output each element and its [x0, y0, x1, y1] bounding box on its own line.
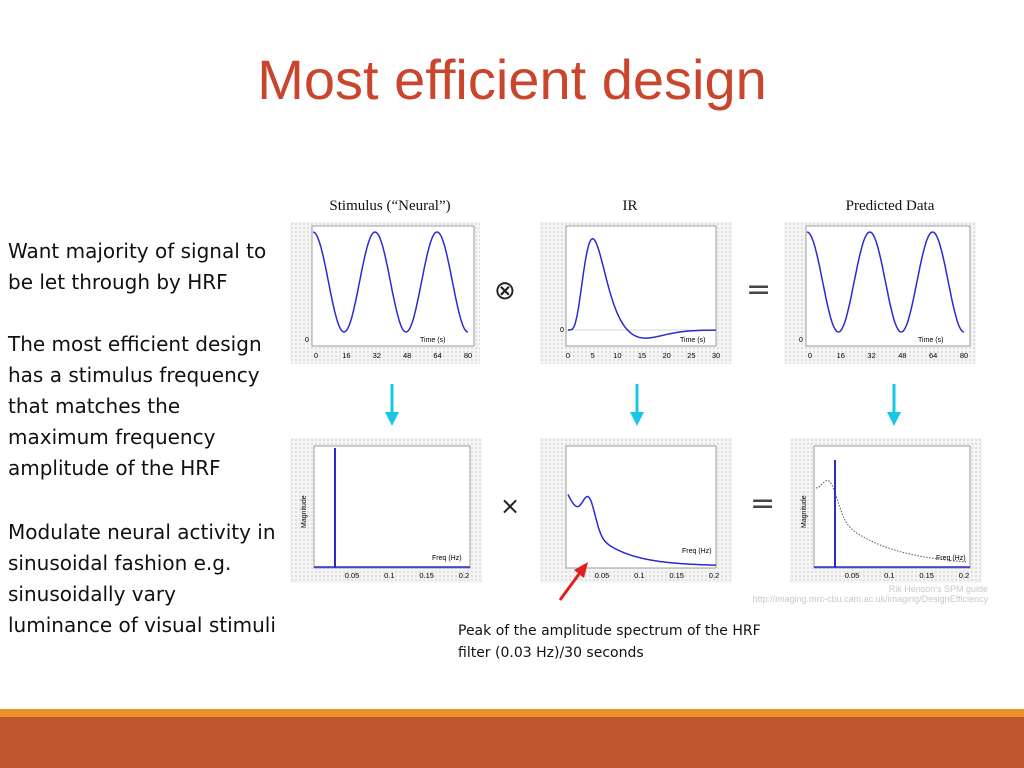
hrf-curve — [568, 238, 716, 339]
predicted-freq-plot: Magnitude Freq (Hz) 0.05 0.1 0.15 0.2 — [801, 445, 971, 580]
panel-hrf-freq: Freq (Hz) 0.05 0.1 0.15 0.2 — [540, 438, 732, 583]
panel-predicted-freq: Magnitude Freq (Hz) 0.05 0.1 0.15 0.2 — [790, 438, 982, 583]
tick-label: 0 — [566, 351, 570, 360]
panel-predicted-time: 0 Time (s) 0 16 32 48 64 80 — [784, 222, 976, 364]
tick-label: 0.15 — [419, 571, 434, 580]
tick-label: 0.05 — [345, 571, 360, 580]
hrf-freq-plot: Freq (Hz) 0.05 0.1 0.15 0.2 — [565, 445, 719, 580]
tick-label: 80 — [464, 351, 472, 360]
panel-stimulus-time: 0 Time (s) 0 16 32 48 64 80 — [290, 222, 480, 364]
footer-accent-bar — [0, 709, 1024, 717]
predicted-sine-curve — [806, 231, 965, 333]
freq-axis-label: Freq (Hz) — [682, 548, 712, 555]
equals-symbol-bottom: = — [750, 486, 776, 521]
tick-label: 30 — [712, 351, 720, 360]
zero-tick: 0 — [305, 337, 309, 344]
tick-label: 0.15 — [669, 571, 684, 580]
tick-label: 0.05 — [595, 571, 610, 580]
tick-label: 0.05 — [845, 571, 860, 580]
magnitude-axis-label: Magnitude — [301, 495, 308, 528]
magnitude-axis-label: Magnitude — [801, 495, 808, 528]
stimulus-sine-curve — [312, 231, 469, 333]
column-title-predicted: Predicted Data — [845, 198, 935, 214]
tick-label: 20 — [662, 351, 670, 360]
tick-label: 48 — [403, 351, 411, 360]
stimulus-freq-plot: Magnitude Freq (Hz) 0.05 0.1 0.15 0.2 — [301, 445, 471, 580]
panel-ir-time: 0 Time (s) 0 5 10 15 20 25 30 — [540, 222, 732, 364]
time-axis-label: Time (s) — [918, 337, 943, 344]
tick-label: 32 — [867, 351, 875, 360]
tick-label: 80 — [960, 351, 968, 360]
freq-axis-label: Freq (Hz) — [432, 555, 462, 562]
tick-label: 0.1 — [384, 571, 394, 580]
predicted-time-plot: 0 Time (s) 0 16 32 48 64 80 — [799, 225, 971, 360]
convolve-symbol: ⊗ — [494, 276, 516, 306]
column-title-stimulus: Stimulus (“Neural”) — [329, 198, 451, 214]
tick-label: 0.1 — [884, 571, 894, 580]
tick-label: 5 — [591, 351, 595, 360]
credit-link[interactable]: http://imaging.mrc-cbu.cam.ac.uk/imaging… — [752, 594, 988, 604]
footer-bar — [0, 717, 1024, 768]
freq-axis-label: Freq (Hz) — [936, 555, 966, 562]
time-axis-label: Time (s) — [680, 337, 705, 344]
panel-stimulus-freq: Magnitude Freq (Hz) 0.05 0.1 0.15 0.2 — [290, 438, 482, 583]
red-pointer-arrow-icon — [558, 562, 588, 601]
arrow-down-icon — [887, 384, 901, 426]
tick-label: 0.2 — [459, 571, 469, 580]
tick-label: 32 — [373, 351, 381, 360]
tick-label: 48 — [898, 351, 906, 360]
tick-label: 64 — [433, 351, 441, 360]
equals-symbol-top: = — [746, 272, 772, 307]
tick-label: 16 — [342, 351, 350, 360]
zero-tick: 0 — [799, 337, 803, 344]
tick-label: 0.2 — [959, 571, 969, 580]
tick-label: 0 — [314, 351, 318, 360]
stimulus-time-plot: 0 Time (s) 0 16 32 48 64 80 — [305, 225, 475, 360]
hrf-spectrum-curve — [567, 494, 717, 566]
bullet-efficient-design: The most efficient design has a stimulus… — [8, 332, 262, 480]
tick-label: 64 — [929, 351, 937, 360]
tick-label: 10 — [613, 351, 621, 360]
slide-title: Most efficient design — [257, 48, 767, 111]
ir-time-plot: 0 Time (s) 0 5 10 15 20 25 30 — [560, 225, 720, 360]
arrow-down-icon — [385, 384, 399, 426]
credit-text: Rik Henson's SPM guide http://imaging.mr… — [660, 584, 988, 604]
bullet-modulate: Modulate neural activity in sinusoidal f… — [8, 520, 276, 637]
figure-caption: Peak of the amplitude spectrum of the HR… — [458, 623, 761, 661]
tick-label: 16 — [837, 351, 845, 360]
tick-label: 25 — [687, 351, 695, 360]
tick-label: 0.15 — [919, 571, 934, 580]
predicted-spectrum-envelope — [815, 479, 967, 563]
time-axis-label: Time (s) — [420, 337, 445, 344]
tick-label: 0 — [808, 351, 812, 360]
bullet-signal: Want majority of signal to be let throug… — [8, 239, 267, 294]
multiply-symbol: × — [500, 492, 521, 520]
column-title-ir: IR — [622, 198, 638, 214]
tick-label: 15 — [638, 351, 646, 360]
tick-label: 0.1 — [634, 571, 644, 580]
credit-line-1: Rik Henson's SPM guide — [888, 584, 988, 594]
arrow-down-icon — [630, 384, 644, 426]
zero-tick: 0 — [560, 327, 564, 334]
tick-label: 0.2 — [709, 571, 719, 580]
